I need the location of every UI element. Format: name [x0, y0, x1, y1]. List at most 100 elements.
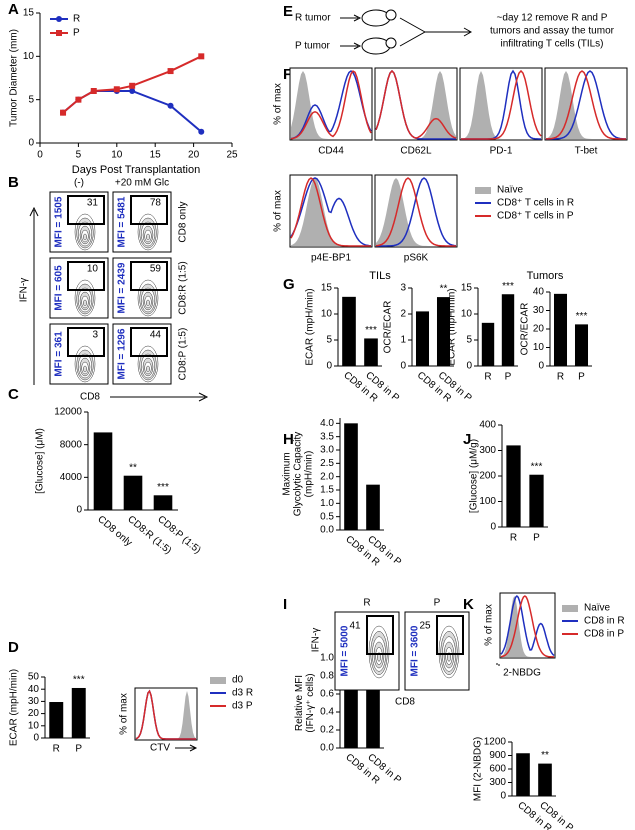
- bar: [366, 484, 380, 530]
- panel-letter: E: [283, 3, 293, 20]
- y-tick-label: 5: [326, 335, 332, 346]
- y-tick-label: 10: [23, 51, 35, 62]
- bar: [153, 495, 173, 510]
- histogram-f-curve: [375, 177, 456, 247]
- data-point: [75, 96, 82, 103]
- gate-percent: 31: [87, 198, 99, 209]
- y-tick-label: 0: [33, 733, 39, 744]
- gate: [130, 261, 168, 291]
- axis-arrow: [110, 392, 209, 402]
- y-tick-label: 4.0: [320, 418, 334, 429]
- panel-letter: K: [463, 596, 474, 613]
- x-tick-label: P: [75, 744, 82, 755]
- y-tick-label: 3.0: [320, 445, 334, 456]
- y-axis-label: ECAR (mpH/min): [447, 288, 458, 365]
- mfi-label: MFI = 2439: [117, 262, 128, 313]
- y-tick-label: 1.5: [320, 485, 334, 496]
- x-axis-label: CTV: [150, 743, 170, 754]
- y-tick-label: 10: [533, 342, 545, 353]
- histogram-f-curve: [375, 69, 457, 139]
- gate-percent: 10: [87, 264, 99, 275]
- legend-label: d0: [232, 675, 244, 686]
- axis-arrow: [496, 663, 500, 666]
- y-axis-label: ECAR (mpH/min): [9, 669, 20, 746]
- bar: [436, 297, 451, 366]
- significance-label: ***: [365, 325, 377, 336]
- data-point: [129, 82, 136, 89]
- chart-title: Tumors: [527, 270, 564, 282]
- marker-label: PD-1: [490, 146, 513, 157]
- merge-arrow: [399, 17, 473, 47]
- gate-percent: 41: [349, 621, 361, 632]
- y-tick-label: 0: [538, 361, 544, 372]
- y-axis-label: IFN-γ: [311, 628, 322, 652]
- axis-arrow: [175, 744, 198, 752]
- y-axis-label: OCR/ECAR: [520, 303, 531, 356]
- y-tick-label: 900: [489, 750, 506, 761]
- y-tick-label: 15: [321, 283, 333, 294]
- y-tick-label: 0.5: [320, 511, 334, 522]
- y-tick-label: 0.6: [320, 689, 334, 700]
- bar: [516, 753, 530, 796]
- legend-label: R: [73, 14, 80, 25]
- bar: [415, 311, 430, 366]
- row-label: CD8:P (1:5): [178, 328, 189, 381]
- y-tick-label: 3.5: [320, 431, 334, 442]
- x-axis-label: 2-NBDG: [503, 668, 541, 679]
- legend-swatch: [210, 677, 226, 684]
- column-header: P: [434, 598, 441, 609]
- flow-contour: [146, 365, 150, 373]
- mfi-label: MFI = 605: [54, 265, 65, 311]
- panel-letter: D: [8, 639, 19, 656]
- x-axis-label: Days Post Transplantation: [72, 164, 200, 176]
- significance-label: **: [129, 462, 137, 473]
- y-tick-label: 2: [400, 309, 406, 320]
- histogram-f-naive: [376, 71, 456, 139]
- histogram-d-curve: [135, 689, 196, 740]
- diagram-outcome: infiltrating T cells (TILs): [501, 39, 604, 50]
- bar: [71, 687, 86, 738]
- y-tick-label: 5: [28, 94, 34, 105]
- histogram-f-curve: [461, 69, 542, 140]
- y-tick-label: 300: [489, 777, 506, 788]
- legend-swatch: [562, 605, 578, 612]
- x-tick-label: R: [510, 533, 517, 544]
- marker-label: CD62L: [400, 146, 432, 157]
- arrow-head: [353, 14, 362, 22]
- y-axis-label: [Glucose] (μM/g): [469, 439, 480, 513]
- panel-letter: B: [8, 174, 19, 191]
- legend-label: d3 P: [232, 701, 253, 712]
- histogram-k-naive: [501, 596, 554, 657]
- bar: [49, 702, 64, 738]
- x-tick-label: 5: [76, 150, 82, 161]
- flow-contour: [83, 233, 87, 241]
- mouse-head: [385, 37, 397, 49]
- marker-label: pS6K: [404, 253, 429, 264]
- x-tick-label: 15: [150, 150, 162, 161]
- gate: [130, 195, 168, 225]
- data-point: [198, 53, 205, 60]
- y-axis-label: % of max: [484, 604, 495, 646]
- y-tick-label: 20: [28, 708, 40, 719]
- gate: [67, 195, 105, 225]
- y-tick-label: 10: [461, 309, 473, 320]
- x-tick-label: 25: [226, 150, 238, 161]
- diagram-input: R tumor: [295, 13, 331, 24]
- y-tick-label: 3: [400, 283, 406, 294]
- histogram-f-naive: [291, 71, 371, 139]
- y-tick-label: 30: [533, 305, 545, 316]
- x-tick-label: R: [557, 372, 564, 383]
- y-tick-label: 40: [533, 287, 545, 298]
- bar: [574, 324, 589, 366]
- y-axis-label: Maximum: [282, 452, 293, 495]
- y-tick-label: 30: [28, 696, 40, 707]
- histogram-k-curve: [500, 595, 555, 658]
- arrow-head: [353, 42, 362, 50]
- legend-label: d3 R: [232, 688, 253, 699]
- panel-letter: I: [283, 596, 287, 613]
- histogram-f-curve: [290, 70, 372, 140]
- y-tick-label: 1: [400, 335, 406, 346]
- panel-letter: H: [283, 431, 294, 448]
- y-tick-label: 50: [28, 672, 40, 683]
